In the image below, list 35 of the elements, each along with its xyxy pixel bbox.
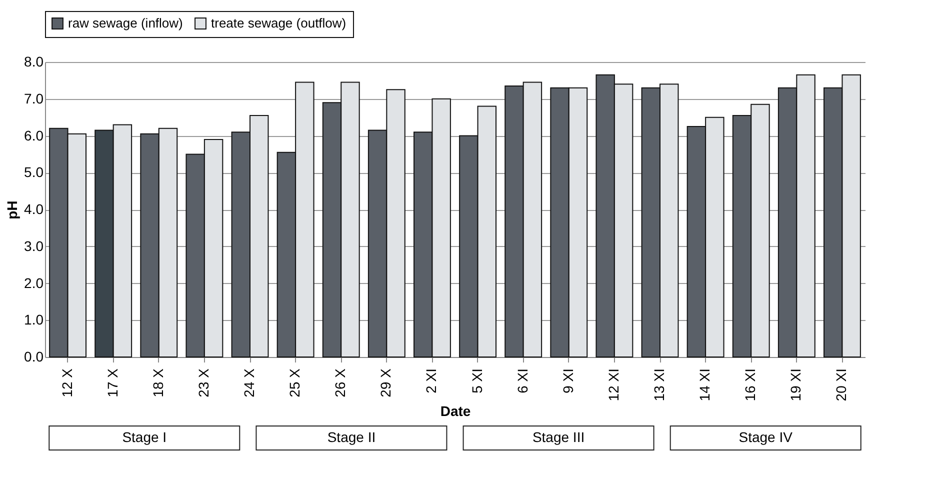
y-tick-label: 1.0 bbox=[24, 312, 44, 328]
x-axis-title: Date bbox=[440, 403, 471, 420]
x-tick-label: 19 XI bbox=[788, 368, 804, 402]
text: Stage III bbox=[532, 429, 585, 445]
y-axis-title: pH bbox=[4, 200, 20, 220]
legend-label: treate sewage (outflow) bbox=[211, 16, 346, 31]
x-tick-label: 12 X bbox=[58, 368, 75, 398]
y-tick-label: 0.0 bbox=[24, 348, 44, 364]
text: Stage IV bbox=[738, 429, 794, 445]
y-tick-label: 6.0 bbox=[24, 127, 44, 144]
x-tick-label: 24 X bbox=[241, 368, 257, 398]
x-tick-label: 5 XI bbox=[468, 368, 485, 394]
y-tick-label: 3.0 bbox=[24, 238, 44, 254]
x-tick-label: 16 XI bbox=[742, 368, 758, 402]
x-tick-label: 12 XI bbox=[605, 368, 622, 402]
legend-label: raw sewage (inflow) bbox=[68, 16, 183, 31]
y-tick-label: 2.0 bbox=[24, 274, 44, 291]
x-tick-label: 6 XI bbox=[514, 368, 530, 394]
x-tick-label: 13 XI bbox=[651, 368, 667, 402]
x-tick-label: 17 X bbox=[104, 368, 120, 398]
y-tick-label: 7.0 bbox=[24, 90, 44, 106]
x-tick-label: 9 XI bbox=[560, 368, 576, 394]
x-tick-label: 20 XI bbox=[833, 368, 850, 402]
x-tick-label: 18 X bbox=[150, 368, 166, 398]
x-tick-label: 23 X bbox=[195, 368, 212, 398]
y-tick-label: 5.0 bbox=[24, 164, 44, 180]
x-tick-label: 2 XI bbox=[423, 368, 440, 394]
text: Stage II bbox=[327, 429, 376, 445]
x-tick-label: 25 X bbox=[286, 368, 303, 398]
text: Stage I bbox=[122, 429, 167, 445]
y-tick-label: 8.0 bbox=[24, 54, 44, 70]
x-tick-label: 26 X bbox=[332, 368, 348, 398]
y-tick-label: 4.0 bbox=[24, 201, 44, 217]
x-tick-label: 14 XI bbox=[696, 368, 713, 402]
x-tick-label: 29 X bbox=[378, 368, 394, 398]
